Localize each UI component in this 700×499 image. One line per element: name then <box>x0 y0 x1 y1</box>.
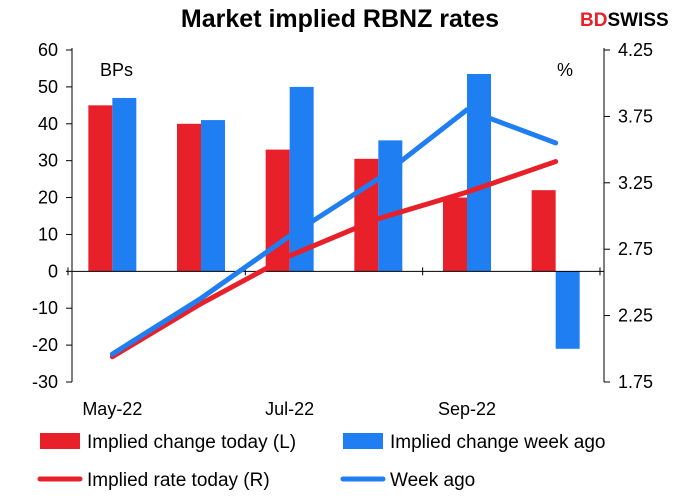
bar-today-May-22 <box>88 105 113 272</box>
right-tick-label: 2.25 <box>618 306 653 326</box>
axes-layer <box>67 48 605 382</box>
brand-logo-suffix: SWISS <box>607 10 668 31</box>
legend: Implied change today (L) Implied change w… <box>37 432 605 491</box>
left-axis-unit: BPs <box>100 60 133 80</box>
line-implied-rate-today <box>109 159 559 360</box>
left-tick-label: 10 <box>38 224 58 244</box>
legend-label: Implied rate today (R) <box>87 470 270 491</box>
left-tick-label: -30 <box>32 372 58 392</box>
line-week-ago <box>109 107 559 357</box>
bar-today-Jun-22 <box>177 123 201 272</box>
legend-swatch <box>40 433 80 449</box>
bar-week-ago-Sep-22 <box>467 73 491 272</box>
right-axis-ticks: 4.25 3.75 3.25 2.75 2.25 1.75 <box>604 40 653 392</box>
legend-label: Implied change today (L) <box>87 432 296 453</box>
bar-week-ago-Oct-22 <box>555 271 580 349</box>
legend-swatch <box>343 433 383 449</box>
brand-logo-prefix: BD <box>580 10 607 31</box>
chart-title: Market implied RBNZ rates <box>181 5 499 33</box>
bar-week-ago-Jul-22 <box>289 86 314 272</box>
legend-label: Implied change week ago <box>390 432 605 453</box>
x-tick-label: Jul-22 <box>265 399 314 419</box>
legend-label: Week ago <box>390 470 475 491</box>
line-layer <box>109 107 559 360</box>
left-axis-ticks: 60 50 40 30 20 10 0 -10 -20 -30 <box>32 40 72 392</box>
bar-today-Sep-22 <box>443 197 467 272</box>
right-tick-label: 3.75 <box>618 106 653 126</box>
x-tick-label: Sep-22 <box>438 399 496 419</box>
right-tick-label: 3.25 <box>618 173 653 193</box>
right-tick-label: 4.25 <box>618 40 653 60</box>
left-tick-label: 50 <box>38 77 58 97</box>
right-axis-unit: % <box>557 60 573 80</box>
left-tick-label: 0 <box>48 261 58 281</box>
x-axis-ticks: May-22 Jul-22 Sep-22 <box>82 399 496 419</box>
svg-text:BDSWISS: BDSWISS <box>580 10 669 31</box>
bar-week-ago-May-22 <box>112 97 137 272</box>
left-tick-label: 40 <box>38 114 58 134</box>
right-tick-label: 1.75 <box>618 372 653 392</box>
left-tick-label: -10 <box>32 298 58 318</box>
left-tick-label: 30 <box>38 151 58 171</box>
bar-week-ago-Jun-22 <box>201 120 225 272</box>
left-tick-label: -20 <box>32 335 58 355</box>
left-tick-label: 20 <box>38 188 58 208</box>
bar-layer <box>88 73 580 349</box>
brand-logo: BDSWISS <box>580 10 669 31</box>
right-tick-label: 2.75 <box>618 239 653 259</box>
bar-today-Oct-22 <box>531 190 556 272</box>
left-tick-label: 60 <box>38 40 58 60</box>
x-tick-label: May-22 <box>82 399 142 419</box>
bar-today-Aug-22 <box>354 158 379 272</box>
